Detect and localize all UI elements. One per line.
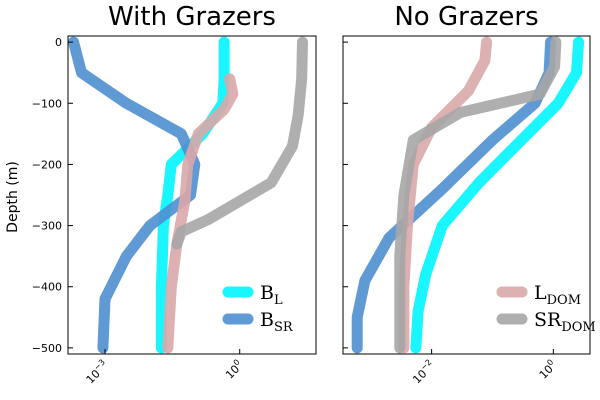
- x-tick-label: 10−2: [409, 358, 438, 387]
- panel-with-grazers: With Grazers 0 −100 −200 −300 −400 −500 10−3 100…: [32, 2, 317, 387]
- legend-label: LDOM: [534, 282, 581, 308]
- x-tick-label: 10−3: [82, 358, 111, 387]
- y-tick-label: −500: [32, 342, 62, 355]
- series-line-l-dom: [162, 73, 239, 354]
- y-tick-label: −100: [32, 97, 62, 110]
- y-tick-label: −300: [32, 220, 62, 233]
- series-line-l: [155, 36, 230, 354]
- chart-title-with-grazers: With Grazers: [108, 2, 276, 32]
- series-line-sr: [68, 36, 201, 354]
- series-line-b-l: [410, 36, 585, 354]
- series-group: [351, 36, 585, 354]
- x-tick-label: 100: [535, 358, 559, 382]
- legend-label: SRDOM: [534, 309, 596, 335]
- series-line-b-sr: [351, 36, 557, 354]
- y-tick-label: 0: [55, 36, 62, 49]
- series-line-sr-dom: [171, 36, 308, 250]
- legend-label: BL: [260, 282, 283, 308]
- plot-frame: [67, 35, 317, 355]
- series-group: [68, 36, 308, 354]
- legend-label: BSR: [260, 309, 294, 335]
- y-axis-label: Depth (m): [5, 161, 21, 233]
- y-tick-label: −200: [32, 158, 62, 171]
- series-line-dom: [394, 36, 562, 354]
- plot-frame: [342, 35, 591, 355]
- y-tick-label: −400: [32, 281, 62, 294]
- x-tick-label: 100: [222, 358, 246, 382]
- chart-title-no-grazers: No Grazers: [394, 2, 538, 32]
